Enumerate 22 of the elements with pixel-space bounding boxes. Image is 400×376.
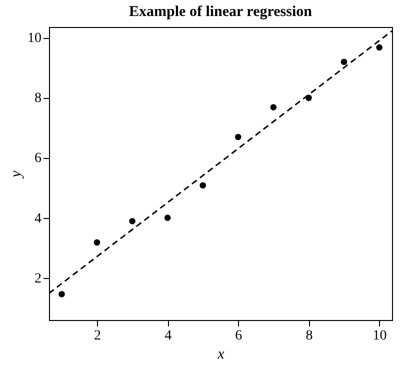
y-tick-label: 6 xyxy=(34,151,42,166)
y-tick-label: 10 xyxy=(28,31,42,46)
chart-title: Example of linear regression xyxy=(129,4,313,20)
point xyxy=(129,218,136,224)
x-tick-label: 6 xyxy=(235,328,242,344)
y-tick-label: 2 xyxy=(34,271,42,286)
y-tick-label: 8 xyxy=(34,91,42,106)
x-tick-label: 2 xyxy=(94,328,101,344)
point xyxy=(94,239,100,246)
point xyxy=(164,214,171,221)
point xyxy=(200,182,206,189)
point xyxy=(234,134,242,140)
x-tick-label: 4 xyxy=(164,328,172,344)
x-tick-label: 8 xyxy=(306,328,313,344)
y-tick-label: 4 xyxy=(34,211,42,226)
point xyxy=(270,104,277,110)
point xyxy=(58,291,65,298)
x-axis-title: x xyxy=(216,346,225,362)
point xyxy=(376,44,382,51)
point xyxy=(340,58,348,66)
y-axis-title: y xyxy=(8,170,24,180)
x-tick-label: 10 xyxy=(372,328,387,344)
